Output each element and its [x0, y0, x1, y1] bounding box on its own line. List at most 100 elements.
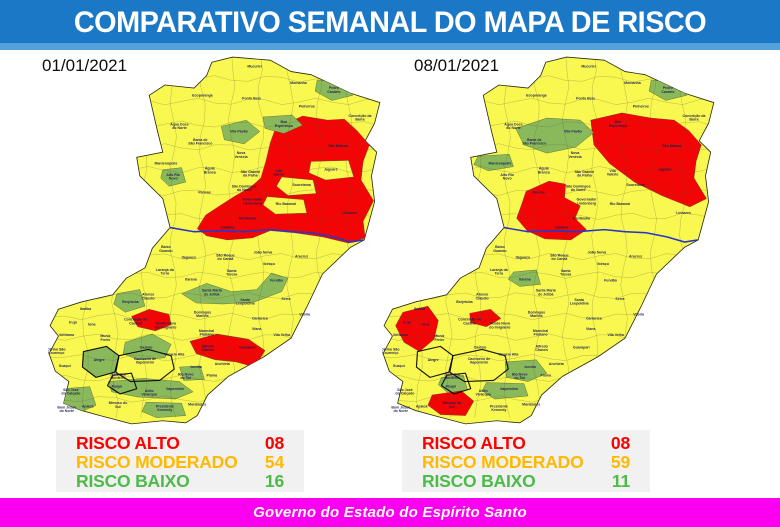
municipality-label: Montanha: [624, 81, 641, 85]
municipality-label: São Mateus: [662, 144, 682, 148]
municipality-label: Irupi: [69, 321, 77, 325]
municipality-label: Iúna: [88, 323, 95, 327]
municipality-label: Itaguaçu: [516, 256, 531, 260]
municipality-label: Ecoporanga: [526, 93, 546, 97]
state-shape: [382, 56, 715, 425]
municipality-label: Laranja da Terra: [156, 268, 174, 276]
municipality-label: Atílio Vivácqua: [141, 389, 156, 397]
legend-label: RISCO ALTO: [76, 433, 180, 453]
municipality-label: Jerônimo Monteiro: [110, 372, 127, 380]
legend-right: RISCO ALTO 08 RISCO MODERADO 59 RISCO BA…: [402, 430, 650, 492]
municipality-label: Ibitirama: [393, 333, 408, 337]
municipality-label: Guaçuí: [393, 364, 406, 368]
legend-left: RISCO ALTO 08 RISCO MODERADO 54 RISCO BA…: [56, 430, 304, 492]
rio-doce-river: [169, 226, 364, 243]
municipality-label: Cachoeiro de Itapemirim: [134, 357, 156, 365]
municipality-label: Montanha: [290, 81, 307, 85]
municipal-boundary-line: [562, 57, 570, 418]
municipality-label: Cariacica: [586, 317, 602, 321]
municipality-label: Ponto Belo: [576, 96, 596, 100]
municipality-label: Barra de São Francisco: [188, 138, 213, 146]
municipality-label: João Neiva: [588, 250, 607, 254]
municipality-label: Boa Esperança: [609, 120, 627, 128]
risk-low-region: [221, 119, 261, 145]
municipality-label: Viana: [252, 327, 261, 331]
municipality-label: Afonso Cláudio: [476, 293, 490, 301]
municipality-label: Muqui: [112, 385, 122, 389]
municipality-label: Rio Bananal: [610, 202, 630, 206]
legend-value: 59: [610, 452, 630, 472]
municipality-label: Linhares: [342, 211, 357, 215]
legend-value: 16: [264, 471, 284, 491]
municipality-label: Iconha: [190, 365, 201, 369]
municipality-label: Castelo: [140, 345, 154, 349]
municipality-label: Mantenópolis: [489, 162, 512, 166]
municipality-label: Laranja da Terra: [490, 268, 508, 276]
municipality-label: Vila Pavão: [564, 130, 582, 134]
municipality-label: Aracruz: [295, 255, 308, 259]
municipality-label: Pinheiros: [633, 105, 649, 109]
municipality-label: Colatina: [221, 226, 235, 230]
risk-low-region: [179, 365, 205, 381]
municipality-label: Barra de São Francisco: [522, 138, 547, 146]
municipality-label: Iúna: [422, 323, 429, 327]
municipality-label: Atílio Vivácqua: [475, 389, 490, 397]
municipality-label: São Gabriel da Palha: [575, 170, 595, 178]
municipality-label: Presidente Kennedy: [490, 404, 508, 412]
municipality-label: Irupi: [403, 321, 411, 325]
municipality-label: João Neiva: [254, 250, 273, 254]
municipality-label: Marilândia: [573, 216, 591, 220]
municipality-label: Marilândia: [239, 216, 257, 220]
municipality-label: Governador Lindenberg: [243, 198, 264, 206]
municipality-label: Vila Valério: [273, 169, 285, 177]
municipality-label: Alfredo Chaves: [535, 344, 548, 352]
municipality-label: Jerônimo Monteiro: [444, 372, 461, 380]
municipality-label: Mantenópolis: [155, 162, 178, 166]
municipality-label: Marataízes: [522, 402, 540, 406]
municipality-label: Itapemirim: [166, 387, 184, 391]
municipality-label: Conceição da Barra: [349, 114, 372, 122]
municipality-label: Brejetuba: [456, 300, 472, 304]
municipality-label: Cachoeiro de Itapemirim: [468, 357, 490, 365]
municipality-label: Baixo Guandu: [159, 245, 172, 253]
municipality-label: Alfredo Chaves: [201, 344, 214, 352]
legend-row-risco-alto: RISCO ALTO 08: [402, 433, 650, 453]
municipality-label: Conceição do Castelo: [458, 318, 482, 326]
municipality-label: São Roque do Canaã: [216, 254, 234, 262]
municipality-label: Fundão: [270, 278, 284, 282]
municipality-label: Fundão: [604, 278, 618, 282]
municipality-label: São Domingos do Norte: [232, 184, 257, 192]
highlighted-border: [106, 372, 138, 395]
risk-moderate-region: [262, 196, 307, 215]
municipality-label: Alto Rio Novo: [166, 173, 180, 181]
risk-high-region: [469, 309, 502, 327]
risk-high-region: [590, 112, 707, 208]
municipality-label: Presidente Kennedy: [156, 404, 174, 412]
municipality-label: Itarana: [519, 277, 531, 281]
municipality-label: Venda Nova do Imigrante: [489, 322, 510, 330]
footer-bar: Governo do Estado do Espírito Santo: [0, 498, 780, 527]
municipality-label: Vila Velha: [274, 333, 290, 337]
municipality-label: Guaçuí: [59, 364, 72, 368]
municipality-label: Pinheiros: [299, 105, 315, 109]
risk-low-region: [122, 333, 172, 360]
legend-label: RISCO BAIXO: [422, 471, 536, 491]
municipality-label: Alto Rio Novo: [500, 173, 514, 181]
municipality-label: São Mateus: [328, 144, 348, 148]
map-date-left: 01/01/2021: [42, 56, 128, 75]
municipality-label: Marechal Floriano: [199, 329, 214, 337]
municipality-label: Santa Teresa: [226, 269, 237, 277]
municipality-label: Muniz Freire: [100, 334, 110, 342]
municipality-label: Aracruz: [629, 255, 642, 259]
municipality-label: Serra: [281, 297, 290, 301]
municipality-label: Vila Velha: [608, 333, 624, 337]
legend-row-risco-baixo: RISCO BAIXO 16: [56, 471, 304, 491]
municipality-label: Ibatiba: [414, 307, 425, 311]
municipality-label: Ibitirama: [59, 333, 74, 337]
risk-low-region: [481, 382, 529, 400]
municipality-label: Pancas: [198, 190, 210, 194]
highlighted-border: [115, 348, 175, 383]
municipality-label: Divino São Lourenço: [382, 348, 400, 356]
municipality-label: Colatina: [555, 226, 569, 230]
municipality-label: Domingos Martins: [528, 310, 545, 318]
